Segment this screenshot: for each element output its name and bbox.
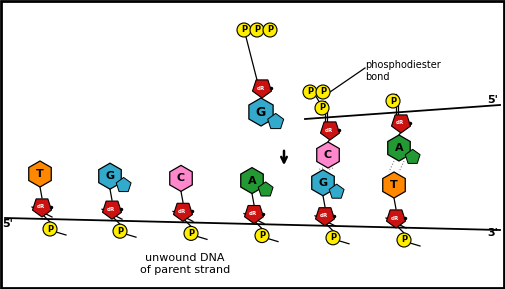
Text: dR: dR: [396, 121, 404, 125]
Polygon shape: [386, 210, 406, 228]
Polygon shape: [116, 177, 131, 192]
Circle shape: [326, 231, 340, 245]
Text: 5': 5': [2, 219, 13, 229]
Text: A: A: [247, 176, 257, 186]
Text: G: G: [319, 178, 328, 188]
Circle shape: [303, 85, 317, 99]
Polygon shape: [383, 172, 405, 198]
Text: 3': 3': [487, 228, 498, 238]
Polygon shape: [244, 205, 264, 224]
Text: P: P: [241, 25, 247, 34]
Polygon shape: [321, 122, 339, 140]
Text: C: C: [324, 150, 332, 160]
Polygon shape: [391, 115, 411, 133]
Polygon shape: [32, 199, 52, 217]
Polygon shape: [268, 113, 284, 129]
Text: P: P: [319, 103, 325, 112]
Polygon shape: [99, 163, 121, 189]
Polygon shape: [258, 182, 273, 196]
Text: dR: dR: [325, 127, 333, 132]
Text: unwound DNA
of parent strand: unwound DNA of parent strand: [140, 253, 230, 275]
Circle shape: [237, 23, 251, 37]
Circle shape: [263, 23, 277, 37]
Circle shape: [250, 23, 264, 37]
Text: G: G: [256, 105, 266, 118]
Text: dR: dR: [178, 209, 186, 214]
Circle shape: [316, 85, 330, 99]
Text: P: P: [259, 231, 265, 240]
Text: T: T: [390, 180, 398, 190]
Text: 5': 5': [487, 95, 498, 105]
Text: P: P: [307, 88, 313, 97]
Circle shape: [43, 222, 57, 236]
Polygon shape: [312, 170, 334, 196]
Polygon shape: [388, 135, 410, 161]
Text: T: T: [36, 169, 44, 179]
Text: dR: dR: [249, 211, 257, 216]
Polygon shape: [174, 203, 192, 221]
Text: P: P: [254, 25, 260, 34]
Polygon shape: [170, 165, 192, 191]
Polygon shape: [316, 208, 334, 226]
Text: P: P: [267, 25, 273, 34]
Polygon shape: [405, 149, 420, 163]
Text: C: C: [177, 173, 185, 184]
Text: P: P: [401, 236, 407, 244]
Text: P: P: [188, 229, 194, 238]
Circle shape: [113, 224, 127, 238]
Polygon shape: [249, 98, 273, 126]
Text: P: P: [47, 225, 53, 234]
Text: dR: dR: [320, 213, 328, 218]
Circle shape: [315, 101, 329, 115]
Polygon shape: [329, 184, 344, 198]
Text: P: P: [330, 233, 336, 242]
Text: phosphodiester
bond: phosphodiester bond: [365, 60, 441, 81]
Text: P: P: [320, 88, 326, 97]
Text: P: P: [117, 227, 123, 236]
Text: dR: dR: [37, 205, 45, 210]
Text: P: P: [390, 97, 396, 105]
Text: dR: dR: [257, 86, 265, 90]
Polygon shape: [252, 80, 272, 98]
Polygon shape: [317, 142, 339, 168]
Circle shape: [255, 229, 269, 242]
Polygon shape: [241, 168, 263, 194]
Circle shape: [184, 226, 198, 240]
Polygon shape: [29, 161, 52, 187]
Text: A: A: [395, 143, 403, 153]
Text: dR: dR: [391, 216, 399, 221]
Text: dR: dR: [107, 207, 115, 212]
Polygon shape: [103, 201, 122, 219]
Circle shape: [386, 94, 400, 108]
Circle shape: [397, 233, 411, 247]
Text: G: G: [106, 171, 115, 181]
